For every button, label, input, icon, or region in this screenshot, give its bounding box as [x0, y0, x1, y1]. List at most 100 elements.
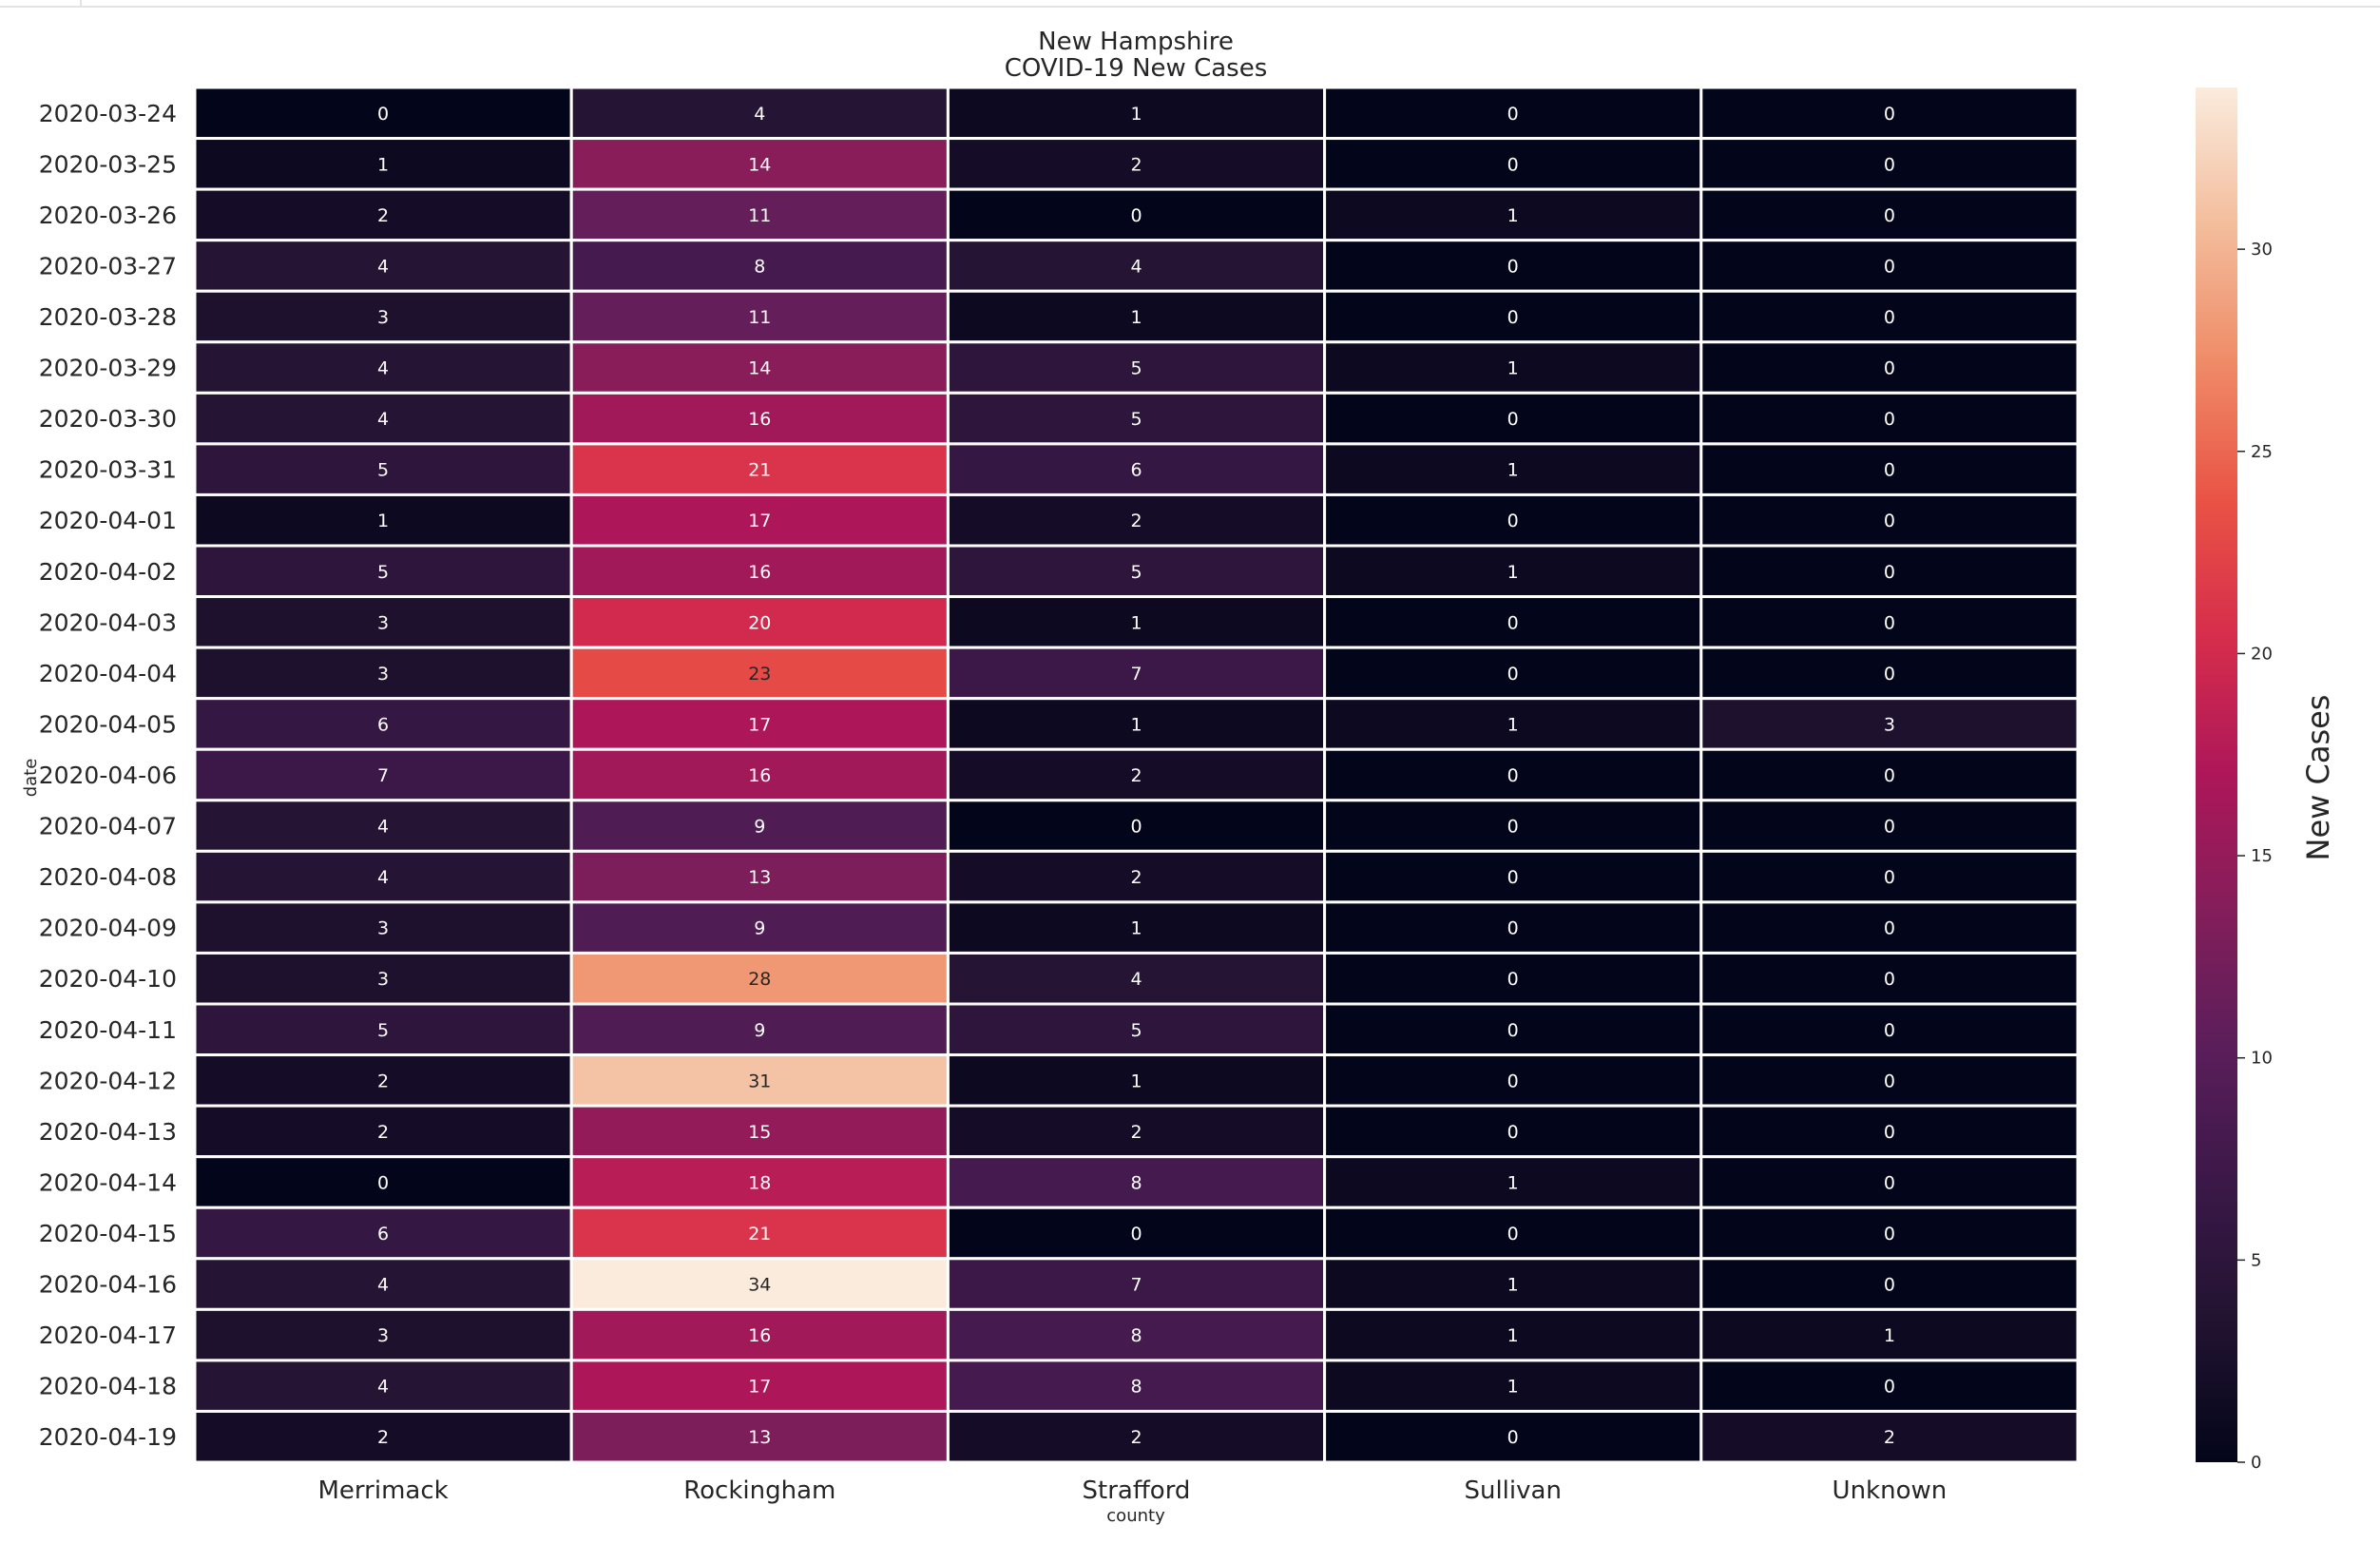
heatmap-cell-label: 14 — [748, 358, 771, 379]
heatmap-cell — [569, 697, 950, 751]
heatmap-cell-label: 31 — [748, 1071, 771, 1091]
heatmap-cell-label: 3 — [377, 969, 389, 990]
heatmap-cell-label: 1 — [1130, 918, 1142, 939]
heatmap-cell-label: 0 — [1884, 1224, 1895, 1245]
heatmap-cell-label: 7 — [1130, 664, 1142, 685]
heatmap-cell — [946, 1104, 1327, 1159]
heatmap-cell — [569, 1257, 950, 1311]
heatmap-cell-label: 7 — [1130, 1275, 1142, 1296]
heatmap-cell — [946, 697, 1327, 751]
x-axis-tick-labels: Merrimack Rockingham Strafford Sullivan Unkn… — [318, 1476, 1948, 1505]
heatmap-cell-label: 0 — [1884, 1172, 1895, 1193]
colorbar-label: New Cases — [2300, 695, 2336, 861]
heatmap-cell — [1323, 340, 1703, 395]
y-tick-label: 2020-04-16 — [39, 1271, 177, 1299]
colorbar-ticks: 0 5 10 15 20 25 30 — [2237, 240, 2273, 1473]
heatmap-cell — [569, 1359, 950, 1413]
heatmap-cell-label: 1 — [1130, 1071, 1142, 1091]
y-axis-tick-labels: 2020-03-24 2020-03-25 2020-03-26 2020-03-27… — [39, 100, 177, 1451]
heatmap-cell — [946, 239, 1327, 293]
heatmap-cell — [569, 595, 950, 649]
heatmap-cell-label: 3 — [377, 1325, 389, 1346]
heatmap-cell — [193, 595, 573, 649]
heatmap-cell-label: 4 — [377, 409, 389, 430]
x-tick-label: Merrimack — [318, 1476, 449, 1505]
heatmap-cell — [193, 187, 573, 242]
heatmap-cell-label: 0 — [1884, 307, 1895, 328]
heatmap-cell — [1323, 391, 1703, 446]
heatmap-cell-label: 21 — [748, 460, 771, 481]
heatmap-cell-label: 1 — [1130, 612, 1142, 633]
y-tick-label: 2020-04-19 — [39, 1423, 177, 1451]
heatmap-cell — [1323, 951, 1703, 1006]
heatmap-cell — [569, 1206, 950, 1261]
heatmap-cell-label: 11 — [748, 205, 771, 226]
y-tick-label: 2020-03-31 — [39, 456, 177, 484]
x-tick-label: Sullivan — [1464, 1476, 1561, 1505]
heatmap-cell — [946, 544, 1327, 599]
heatmap-cell-label: 0 — [1884, 612, 1895, 633]
colorbar-tick-label: 30 — [2251, 240, 2273, 260]
heatmap-cell-label: 7 — [377, 765, 389, 786]
colorbar-tick-label: 25 — [2251, 442, 2273, 462]
chart-title-line-1: New Hampshire — [1038, 28, 1234, 56]
heatmap-cell-label: 0 — [1507, 256, 1519, 277]
heatmap-cell — [193, 747, 573, 802]
heatmap-cell-label: 2 — [377, 1427, 389, 1448]
heatmap-cell-label: 6 — [377, 714, 389, 735]
heatmap-cell-label: 0 — [1507, 1071, 1519, 1091]
heatmap-cell-label: 18 — [748, 1172, 771, 1193]
heatmap-cell — [193, 442, 573, 496]
heatmap-cell — [1323, 1002, 1703, 1057]
heatmap-cell-label: 1 — [1507, 460, 1519, 481]
chart-title: New Hampshire COVID-19 New Cases — [1005, 28, 1268, 83]
heatmap-cell-label: 0 — [1507, 969, 1519, 990]
heatmap-cell — [1323, 747, 1703, 802]
heatmap-cell-label: 4 — [1130, 256, 1142, 277]
x-tick-label: Strafford — [1083, 1476, 1191, 1505]
heatmap-cell — [193, 799, 573, 853]
heatmap-cell-label: 0 — [1884, 562, 1895, 583]
heatmap-cell-label: 8 — [1130, 1377, 1142, 1398]
heatmap-cell — [1699, 137, 2080, 191]
heatmap-cell-label: 17 — [748, 714, 771, 735]
colorbar-tick-label: 10 — [2251, 1049, 2273, 1069]
colorbar-tick-label: 15 — [2251, 846, 2273, 866]
heatmap-cell-label: 2 — [377, 1071, 389, 1091]
heatmap-cell-label: 0 — [1884, 104, 1895, 125]
heatmap-cell-label: 0 — [1884, 1071, 1895, 1091]
heatmap-cell-label: 0 — [1507, 154, 1519, 175]
heatmap-cell-label: 5 — [377, 562, 389, 583]
y-tick-label: 2020-04-12 — [39, 1067, 177, 1094]
y-tick-label: 2020-04-06 — [39, 762, 177, 789]
heatmap-cell-label: 15 — [748, 1122, 771, 1143]
heatmap-cell-label: 9 — [754, 1020, 765, 1041]
y-tick-label: 2020-03-29 — [39, 355, 177, 382]
heatmap-cell-label: 4 — [377, 1275, 389, 1296]
heatmap-cell-label: 1 — [1507, 205, 1519, 226]
heatmap-cell — [946, 187, 1327, 242]
heatmap-cell-label: 0 — [1884, 205, 1895, 226]
y-tick-label: 2020-03-26 — [39, 202, 177, 229]
y-tick-label: 2020-04-09 — [39, 915, 177, 942]
heatmap-cell-label: 5 — [1130, 358, 1142, 379]
heatmap-cell — [946, 1155, 1327, 1209]
heatmap-cell-labels: 0 4 1 0 01 14 2 0 02 11 0 1 04 8 4 0 03 11 1 0 04 14 5 1 04 16 5 0 0… — [377, 104, 1895, 1448]
heatmap-cell — [569, 849, 950, 904]
heatmap-cell-label: 9 — [754, 817, 765, 838]
heatmap-cell-label: 0 — [1130, 205, 1142, 226]
heatmap-cell-label: 1 — [1130, 104, 1142, 125]
y-tick-label: 2020-04-10 — [39, 965, 177, 993]
heatmap-cell-label: 3 — [1884, 714, 1895, 735]
heatmap-cell — [1699, 1409, 2080, 1464]
chart-title-line-2: COVID-19 New Cases — [1005, 54, 1268, 83]
heatmap-cell-label: 0 — [1507, 104, 1519, 125]
heatmap-cell-label: 4 — [377, 256, 389, 277]
heatmap-cell-label: 0 — [377, 1172, 389, 1193]
y-tick-label: 2020-04-02 — [39, 558, 177, 586]
heatmap-cell-label: 1 — [1507, 1325, 1519, 1346]
heatmap-cell-label: 0 — [1507, 409, 1519, 430]
heatmap-cell-label: 6 — [1130, 460, 1142, 481]
y-tick-label: 2020-04-15 — [39, 1220, 177, 1247]
